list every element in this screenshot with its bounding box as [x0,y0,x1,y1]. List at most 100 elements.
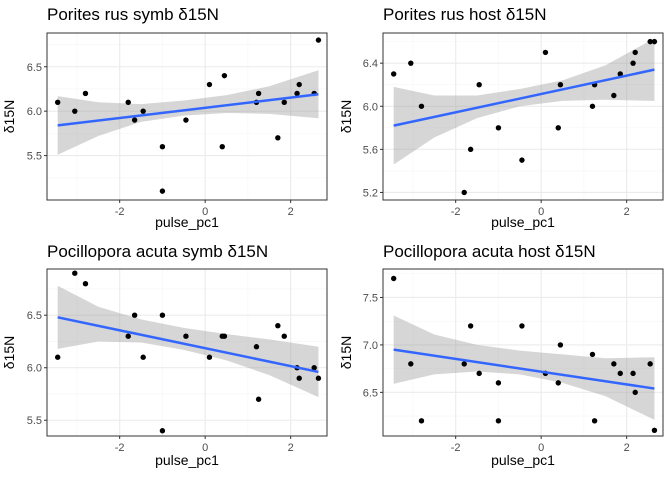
points [390,275,658,434]
data-point [255,396,262,402]
y-axis-title: δ15N [338,336,354,369]
grid [47,269,327,436]
panel-background [383,269,663,436]
x-tick-label: 0 [538,206,544,218]
confidence-band [57,285,319,398]
data-point [651,38,658,45]
data-point [125,333,131,339]
panel-border [382,268,664,437]
x-tick-label: 2 [288,442,294,454]
data-point [131,117,138,123]
data-point [253,344,260,350]
data-point [632,49,638,56]
data-point [219,144,225,150]
data-point [315,37,322,43]
x-tick-label: -2 [451,206,461,218]
data-point [255,90,262,97]
data-point [591,418,598,424]
y-tick-label: 5.6 [363,144,378,156]
data-point [418,103,425,109]
data-point [476,370,482,377]
data-point [221,333,228,339]
data-point [589,351,596,358]
data-point [221,72,228,79]
data-point [519,323,525,329]
data-point [495,380,502,386]
data-point [82,281,89,287]
data-point [555,125,561,131]
y-axis-title: δ15N [1,336,17,369]
data-point [519,157,525,163]
data-point [647,361,653,367]
data-point [495,418,502,424]
y-tick-label: 5.5 [27,151,42,163]
y-tick-label: 6.0 [27,363,42,375]
x-axis-title: pulse_pc1 [155,452,219,468]
data-point [140,354,146,360]
data-point [589,103,596,109]
data-point [54,354,61,360]
data-point [159,188,166,194]
data-point [296,81,302,88]
data-point [296,375,302,381]
data-point [408,60,414,66]
panel-title: Pocillopora acuta host δ15N [383,242,596,261]
data-point [183,333,189,339]
panel-background [47,269,327,436]
data-point [617,370,623,377]
x-tick-label: -2 [115,442,125,454]
y-tick-label: 6.5 [363,387,378,399]
panel-border [46,268,328,437]
data-point [647,38,653,45]
x-tick-label: 2 [624,442,630,454]
data-point [72,270,78,276]
confidence-band [393,315,655,420]
panel-border [46,32,328,201]
data-point [611,361,617,367]
data-point [206,81,213,88]
x-tick-label: 0 [538,442,544,454]
data-point [418,418,425,424]
panel-background [383,33,663,200]
data-point [476,82,482,88]
x-tick-label: 2 [288,206,294,218]
data-point [630,60,636,66]
fit-line [393,348,655,390]
panel-3: -2 0 2 5.5 6.0 6.5 Pocillopora acuta symb δ15N… [1,242,328,468]
data-point [54,99,61,105]
data-point [461,361,467,367]
x-axis-title: pulse_pc1 [491,452,555,468]
y-tick-label: 6.0 [27,106,42,118]
y-axis-title: δ15N [338,100,354,133]
data-point [467,146,474,153]
data-point [125,99,131,105]
panel-1: -2 0 2 5.5 6.0 6.5 Porites rus symb δ15N pulse_… [1,5,328,230]
data-point [294,90,300,97]
data-point [281,99,287,105]
data-point [281,333,287,339]
y-tick-label: 7.5 [363,292,378,304]
y-tick-label: 6.5 [27,62,42,74]
x-tick-label: -2 [451,442,461,454]
fit-line [57,316,319,374]
data-point [159,428,166,434]
y-tick-label: 5.2 [363,187,378,199]
grid [383,33,663,200]
data-point [275,323,281,329]
confidence-band [57,70,319,155]
data-point [82,90,89,97]
y-tick-label: 5.5 [27,415,42,427]
x-tick-label: 2 [624,206,630,218]
data-point [140,108,146,114]
data-point [72,108,78,114]
data-point [555,380,561,386]
data-point [542,49,549,56]
data-point [611,92,617,99]
data-point [651,427,658,434]
data-point [390,275,397,282]
data-point [183,117,189,123]
y-tick-label: 6.5 [27,310,42,322]
fit-line [57,93,319,127]
data-point [206,354,213,360]
